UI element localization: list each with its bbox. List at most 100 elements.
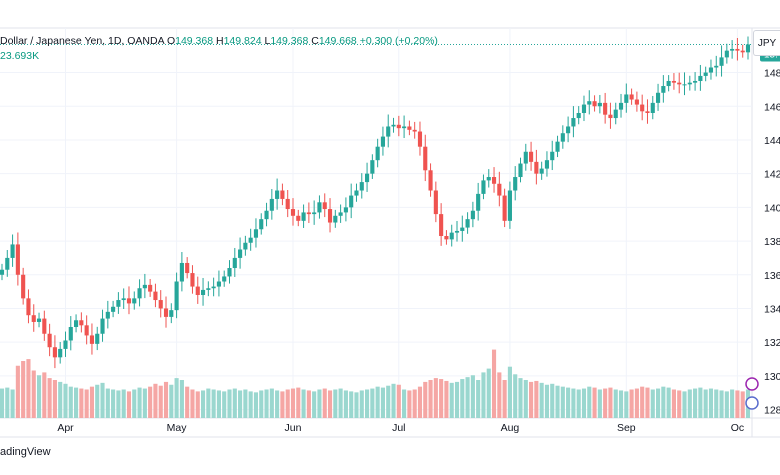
candle-body [137,288,142,299]
volume-bar [349,391,354,418]
candle-body [380,136,385,147]
candle-body [290,209,296,216]
open-value: 149.368 [175,35,214,47]
volume-bar [714,389,719,418]
candle-body [349,195,354,208]
candle-body [306,212,311,215]
volume-bar [576,389,581,418]
volume-bar [238,390,243,418]
candle-body [486,177,491,181]
volume-bar [539,382,544,418]
volume-bar [195,391,200,418]
alert-icon[interactable] [745,377,759,391]
volume-bar [100,382,105,418]
volume-bar [724,391,729,418]
volume-bar [74,387,79,418]
candle-body [640,104,645,112]
volume-bar [79,388,84,418]
y-tick-label: 138 [764,236,780,248]
candle-body [58,348,63,358]
volume-bar [232,388,237,418]
candle-body [529,151,534,162]
candle-body [618,102,624,110]
volume-bar [465,377,470,418]
volume-bar [31,370,36,418]
volume-legend: 23.693K [0,50,40,62]
candle-body [423,146,428,171]
candle-body [449,232,454,240]
volume-bar [259,390,264,418]
volume-bar [550,383,555,418]
candle-body [534,161,539,174]
volume-bar [269,388,274,418]
candle-body [391,124,396,127]
candle-body [454,230,460,233]
currency-badge[interactable]: JPY [753,30,780,56]
candle-body [655,92,661,103]
candle-body [74,320,79,328]
volume-bar [597,389,602,418]
candle-body [513,177,518,191]
candle-body [497,183,502,196]
volume-bar [423,381,428,418]
candle-body [608,114,613,119]
volume-bar [497,372,502,418]
candle-body [417,131,423,147]
candle-body [634,99,639,105]
candle-body [158,300,163,309]
volume-bar [285,389,290,418]
candle-body [26,298,31,316]
volume-bar [640,386,645,418]
volume-bar [301,389,306,418]
volume-bar [42,372,47,418]
candle-body [624,94,629,103]
volume-bar [481,372,486,418]
candle-body [169,310,174,317]
volume-bar [703,389,708,418]
candle-body [179,262,184,282]
candle-body [343,207,348,213]
candle-body [671,80,676,83]
candle-body [724,50,729,58]
candle-body [745,44,751,53]
volume-bar [296,387,301,418]
event-icon[interactable] [745,396,759,410]
candle-body [629,94,634,100]
change-value: +0.300 (+0.20%) [359,35,438,47]
volume-bar [629,389,634,418]
candle-body [79,320,84,326]
candle-body [301,212,306,221]
candle-body [687,82,692,85]
volume-bar [290,388,296,418]
low-label: L [264,35,271,47]
brand-footer: adingView [0,446,51,458]
volume-bar [417,386,423,418]
candle-body [576,112,581,119]
candle-body [195,286,200,295]
candle-body [21,274,26,299]
volume-bar [306,390,311,418]
candle-body [693,80,698,83]
open-label: O [166,35,176,47]
volume-bar [529,381,534,418]
volume-bar [21,361,26,418]
volume-bar [407,390,412,418]
candle-body [354,190,359,196]
volume-bar [169,384,174,418]
candle-body [581,104,587,113]
candle-body [661,86,666,93]
volume-bar [433,378,438,418]
volume-bar [52,380,57,418]
volume-bar [216,390,221,418]
x-tick-label: Sep [617,422,636,434]
candle-body [359,182,364,191]
close-label: C [311,35,319,47]
volume-bar [587,386,592,418]
volume-bar [671,389,676,418]
volume-bar [275,390,280,418]
volume-bar [555,385,560,418]
y-tick-label: 136 [764,270,780,282]
candle-body [412,129,417,132]
